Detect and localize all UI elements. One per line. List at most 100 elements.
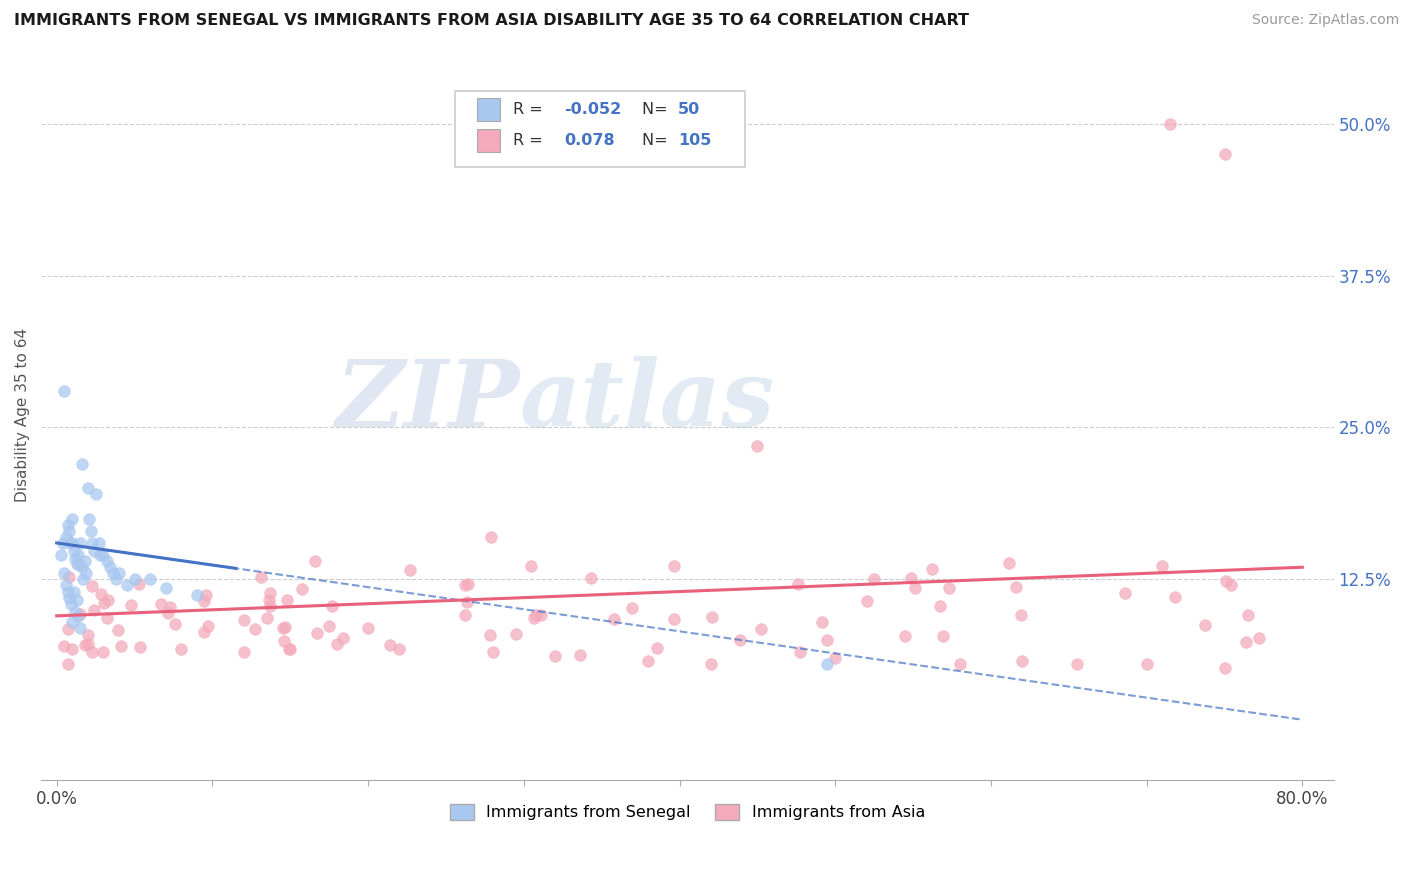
Point bbox=[278, 641, 301, 656]
Point bbox=[139, 573, 162, 587]
Bar bbox=[477, 98, 501, 121]
Point bbox=[58, 524, 80, 538]
Point bbox=[69, 536, 91, 550]
Point bbox=[60, 536, 83, 550]
Point bbox=[75, 638, 97, 652]
Point bbox=[530, 608, 553, 623]
Point bbox=[70, 560, 93, 574]
Point bbox=[52, 536, 75, 550]
Point bbox=[87, 536, 110, 550]
Point bbox=[80, 645, 103, 659]
Point bbox=[863, 572, 886, 586]
Point bbox=[194, 588, 217, 602]
Point bbox=[156, 607, 179, 621]
Text: R =: R = bbox=[513, 133, 553, 148]
Point bbox=[65, 551, 87, 566]
Point bbox=[811, 615, 834, 629]
Point bbox=[568, 648, 591, 662]
Point bbox=[53, 566, 76, 581]
Point bbox=[326, 637, 349, 651]
Point bbox=[108, 566, 131, 581]
Point bbox=[56, 517, 79, 532]
Point bbox=[55, 578, 77, 592]
Text: 105: 105 bbox=[678, 133, 711, 148]
Point bbox=[93, 645, 115, 659]
Text: ZIP: ZIP bbox=[335, 356, 519, 446]
Point bbox=[728, 633, 751, 648]
Point bbox=[904, 582, 927, 596]
Point bbox=[193, 594, 215, 608]
Point bbox=[65, 605, 87, 619]
Point bbox=[107, 623, 129, 637]
Point bbox=[104, 573, 127, 587]
Point bbox=[69, 607, 91, 621]
Point bbox=[186, 588, 208, 602]
Point bbox=[170, 641, 193, 656]
Point bbox=[1213, 147, 1236, 161]
Text: Source: ZipAtlas.com: Source: ZipAtlas.com bbox=[1251, 13, 1399, 28]
Point bbox=[399, 563, 422, 577]
Point bbox=[96, 611, 118, 625]
Point bbox=[454, 608, 477, 623]
Point bbox=[60, 641, 83, 656]
Text: -0.052: -0.052 bbox=[565, 103, 621, 117]
Point bbox=[1010, 608, 1032, 623]
Point bbox=[856, 594, 879, 608]
Point bbox=[233, 613, 256, 627]
Point bbox=[90, 587, 112, 601]
Point bbox=[96, 554, 118, 568]
Point bbox=[1234, 635, 1257, 649]
Point bbox=[110, 640, 132, 654]
Point bbox=[1136, 657, 1159, 672]
Point bbox=[155, 581, 177, 595]
Point bbox=[273, 634, 295, 648]
Point bbox=[232, 645, 254, 659]
Point bbox=[150, 597, 173, 611]
Point bbox=[62, 544, 84, 558]
Point bbox=[388, 641, 411, 656]
Point bbox=[53, 639, 76, 653]
Point bbox=[59, 536, 82, 550]
Point bbox=[378, 638, 401, 652]
Point bbox=[318, 619, 340, 633]
Point bbox=[124, 573, 146, 587]
Point bbox=[76, 481, 98, 495]
Point bbox=[900, 571, 922, 585]
Point bbox=[524, 607, 547, 622]
Point bbox=[165, 616, 187, 631]
Point bbox=[72, 573, 94, 587]
Point bbox=[70, 457, 93, 471]
Point bbox=[56, 657, 79, 672]
Point bbox=[274, 620, 297, 634]
Point bbox=[637, 654, 659, 668]
Point bbox=[67, 608, 90, 623]
Point bbox=[69, 621, 91, 635]
Point bbox=[645, 640, 668, 655]
Point bbox=[159, 599, 181, 614]
Point bbox=[120, 598, 142, 612]
Point bbox=[815, 632, 838, 647]
Point bbox=[1194, 618, 1216, 632]
Point bbox=[1159, 117, 1181, 131]
Point bbox=[789, 644, 811, 658]
Point bbox=[305, 626, 328, 640]
Point bbox=[523, 611, 546, 625]
Point bbox=[83, 603, 105, 617]
Point bbox=[259, 585, 281, 599]
Point bbox=[98, 560, 121, 574]
Point bbox=[304, 554, 326, 568]
Point bbox=[1215, 574, 1237, 589]
Point bbox=[357, 621, 380, 635]
Point bbox=[603, 612, 626, 626]
Point bbox=[662, 558, 685, 573]
Text: R =: R = bbox=[513, 103, 548, 117]
Point bbox=[699, 657, 721, 672]
Y-axis label: Disability Age 35 to 64: Disability Age 35 to 64 bbox=[15, 328, 30, 502]
Point bbox=[1247, 631, 1270, 645]
Point bbox=[66, 557, 89, 571]
Point bbox=[894, 629, 917, 643]
Bar bbox=[477, 128, 501, 152]
Point bbox=[84, 487, 107, 501]
Point bbox=[1163, 591, 1185, 605]
Point bbox=[67, 558, 90, 572]
